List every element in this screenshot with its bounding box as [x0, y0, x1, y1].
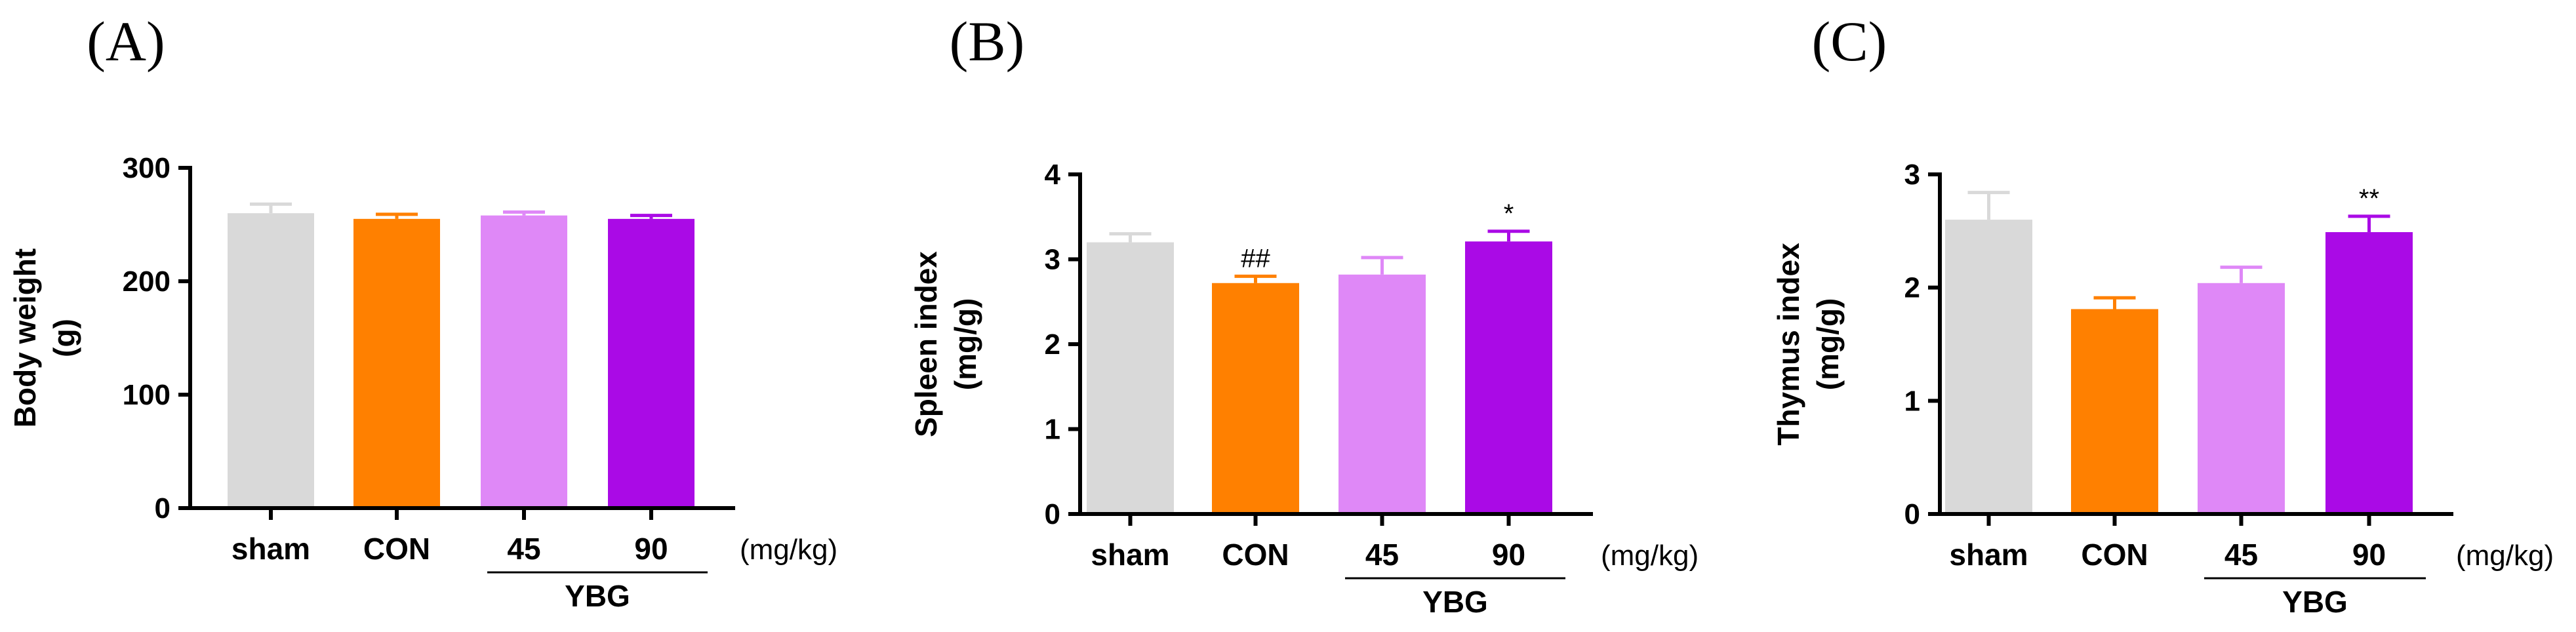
x-tick-label: 45 — [2224, 538, 2258, 572]
bar-45 — [1338, 274, 1426, 514]
bar-con — [1212, 283, 1299, 514]
y-tick-label: 3 — [1045, 244, 1060, 276]
y-axis-unit-label: (mg/g) — [948, 298, 982, 391]
bar-45 — [2198, 283, 2285, 514]
x-tick-label: CON — [1222, 538, 1289, 572]
y-tick-label: 1 — [1904, 385, 1920, 417]
significance-marker: ** — [2359, 184, 2379, 213]
y-tick-label: 300 — [123, 152, 171, 184]
group-label: YBG — [2282, 585, 2348, 619]
unit-label: (mg/kg) — [2456, 540, 2554, 572]
panel-letter: (A) — [87, 10, 165, 73]
y-axis-label: Body weight — [8, 248, 42, 427]
significance-marker: ## — [1241, 244, 1270, 273]
unit-label: (mg/kg) — [740, 534, 837, 566]
y-axis-unit-label: (mg/g) — [1811, 298, 1845, 391]
y-tick-label: 100 — [123, 379, 171, 411]
panel-letter: (C) — [1812, 10, 1887, 73]
y-tick-label: 0 — [1904, 498, 1920, 530]
bar-sham — [228, 213, 314, 508]
x-tick-label: CON — [2081, 538, 2148, 572]
bar-90 — [608, 218, 694, 508]
group-label: YBG — [1422, 585, 1488, 619]
x-tick-label: sham — [1091, 538, 1169, 572]
x-tick-label: 90 — [634, 532, 668, 566]
significance-marker: * — [1504, 199, 1514, 228]
bar-sham — [1945, 220, 2032, 514]
x-tick-label: CON — [363, 532, 430, 566]
y-tick-label: 2 — [1045, 328, 1060, 361]
y-axis-label: Thymus index — [1771, 243, 1805, 446]
chart-panel-a: (A) Body weight (g) sham CON 45 90 0 100 200 300 (m… — [8, 10, 837, 613]
unit-label: (mg/kg) — [1601, 540, 1699, 572]
panel-letter: (B) — [950, 10, 1025, 73]
x-tick-label: 45 — [1365, 538, 1399, 572]
chart-panel-c: (C) Thymus index (mg/g) sham CON 45 ** 90 0 1 2 3 (m… — [1771, 10, 2554, 619]
x-tick-label: 45 — [507, 532, 540, 566]
bar-con — [353, 218, 440, 508]
bar-90 — [1465, 241, 1552, 514]
y-axis-unit-label: (g) — [47, 319, 81, 357]
x-tick-label: 90 — [2352, 538, 2386, 572]
y-axis-label: Spleen index — [909, 251, 943, 437]
y-tick-label: 0 — [155, 492, 171, 524]
x-tick-label: sham — [1949, 538, 2028, 572]
bar-con — [2071, 309, 2158, 514]
y-tick-label: 200 — [123, 266, 171, 298]
group-label: YBG — [565, 579, 630, 613]
y-tick-label: 0 — [1045, 498, 1060, 530]
bar-90 — [2325, 232, 2413, 514]
x-tick-label: 90 — [1492, 538, 1525, 572]
y-tick-label: 4 — [1045, 159, 1061, 191]
bar-45 — [481, 215, 567, 508]
x-tick-label: sham — [231, 532, 310, 566]
chart-panel-b: (B) Spleen index (mg/g) sham ## CON 45 * 90 0 1 2 3 4… — [909, 10, 1699, 619]
y-tick-label: 1 — [1045, 414, 1060, 446]
bar-sham — [1087, 242, 1174, 514]
y-tick-label: 2 — [1904, 272, 1920, 304]
y-tick-label: 3 — [1904, 159, 1920, 191]
